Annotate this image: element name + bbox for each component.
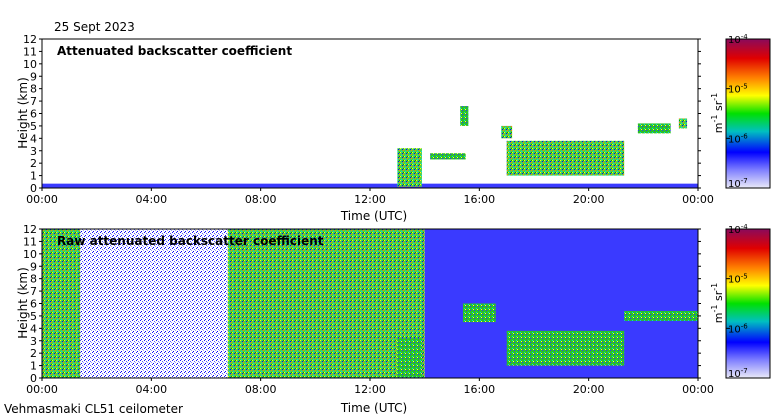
panel-2-ylabel: Height (km) — [16, 267, 30, 338]
backscatter-region — [506, 140, 625, 176]
y-tick-label: 2 — [30, 347, 37, 360]
x-tick-label: 16:00 — [463, 193, 495, 206]
y-tick-label: 10 — [23, 248, 37, 261]
backscatter-region — [462, 303, 496, 323]
colorbar-2-unit: m-1 sr-1 — [710, 283, 725, 323]
y-tick-label: 0 — [30, 182, 37, 195]
y-tick-label: 11 — [23, 45, 37, 58]
y-tick-label: 8 — [30, 83, 37, 96]
colorbar-tick-label: 10-4 — [728, 33, 748, 46]
colorbar-2 — [725, 228, 771, 379]
panel-attenuated: Attenuated backscatter coefficient 01234… — [16, 33, 771, 223]
colorbar-tick-label: 10-4 — [728, 223, 748, 236]
y-tick-label: 3 — [30, 335, 37, 348]
backscatter-region — [397, 338, 422, 377]
y-tick-label: 11 — [23, 235, 37, 248]
y-tick-label: 3 — [30, 145, 37, 158]
colorbar-tick-label: 10-7 — [728, 367, 748, 380]
backscatter-region — [501, 125, 513, 139]
y-tick-label: 1 — [30, 170, 37, 183]
backscatter-region — [42, 229, 81, 378]
date-label: 25 Sept 2023 — [54, 20, 135, 34]
y-tick-label: 8 — [30, 273, 37, 286]
backscatter-region — [460, 106, 469, 126]
y-tick-label: 9 — [30, 70, 37, 83]
x-tick-label: 12:00 — [354, 193, 386, 206]
colorbar-tick-label: 10-5 — [728, 273, 748, 286]
y-tick-label: 5 — [30, 310, 37, 323]
panel-2-xlabel: Time (UTC) — [340, 401, 407, 415]
instrument-label: Vehmasmaki CL51 ceilometer — [4, 402, 183, 416]
colorbar-tick-label: 10-6 — [728, 322, 748, 335]
y-tick-label: 6 — [30, 108, 37, 121]
x-tick-label: 20:00 — [573, 383, 605, 396]
y-tick-label: 2 — [30, 157, 37, 170]
panel-1-title: Attenuated backscatter coefficient — [57, 44, 292, 58]
backscatter-region — [430, 153, 466, 160]
backscatter-region — [227, 229, 425, 378]
x-tick-label: 16:00 — [463, 383, 495, 396]
backscatter-region — [397, 148, 422, 187]
backscatter-region — [506, 330, 625, 366]
panel-1-xlabel: Time (UTC) — [340, 209, 407, 223]
y-tick-label: 9 — [30, 260, 37, 273]
x-tick-label: 00:00 — [682, 383, 714, 396]
panel-2-title: Raw attenuated backscatter coefficient — [57, 234, 324, 248]
colorbar-tick-label: 10-7 — [728, 177, 748, 190]
backscatter-region — [678, 118, 688, 129]
x-tick-label: 04:00 — [135, 193, 167, 206]
x-tick-label: 12:00 — [354, 383, 386, 396]
colorbar-1-unit: m-1 sr-1 — [710, 93, 725, 133]
y-tick-label: 4 — [30, 132, 37, 145]
y-tick-label: 6 — [30, 298, 37, 311]
x-tick-label: 00:00 — [682, 193, 714, 206]
x-tick-label: 08:00 — [245, 383, 277, 396]
y-tick-label: 5 — [30, 120, 37, 133]
y-tick-label: 7 — [30, 95, 37, 108]
colorbar-1 — [725, 38, 771, 189]
y-tick-label: 4 — [30, 322, 37, 335]
x-tick-label: 00:00 — [26, 383, 58, 396]
backscatter-region — [637, 123, 671, 134]
colorbar-tick-label: 10-6 — [728, 132, 748, 145]
x-tick-label: 00:00 — [26, 193, 58, 206]
panel-1-ylabel: Height (km) — [16, 77, 30, 148]
y-tick-label: 12 — [23, 33, 37, 46]
x-tick-label: 20:00 — [573, 193, 605, 206]
backscatter-region — [624, 310, 698, 321]
backscatter-region — [80, 229, 228, 378]
x-tick-label: 08:00 — [245, 193, 277, 206]
colorbar-tick-label: 10-5 — [728, 83, 748, 96]
y-tick-label: 12 — [23, 223, 37, 236]
y-tick-label: 7 — [30, 285, 37, 298]
backscatter-region — [42, 183, 698, 188]
y-tick-label: 10 — [23, 58, 37, 71]
panel-raw: Raw attenuated backscatter coefficient 0… — [16, 223, 771, 415]
y-tick-label: 1 — [30, 360, 37, 373]
x-tick-label: 04:00 — [135, 383, 167, 396]
y-tick-label: 0 — [30, 372, 37, 385]
